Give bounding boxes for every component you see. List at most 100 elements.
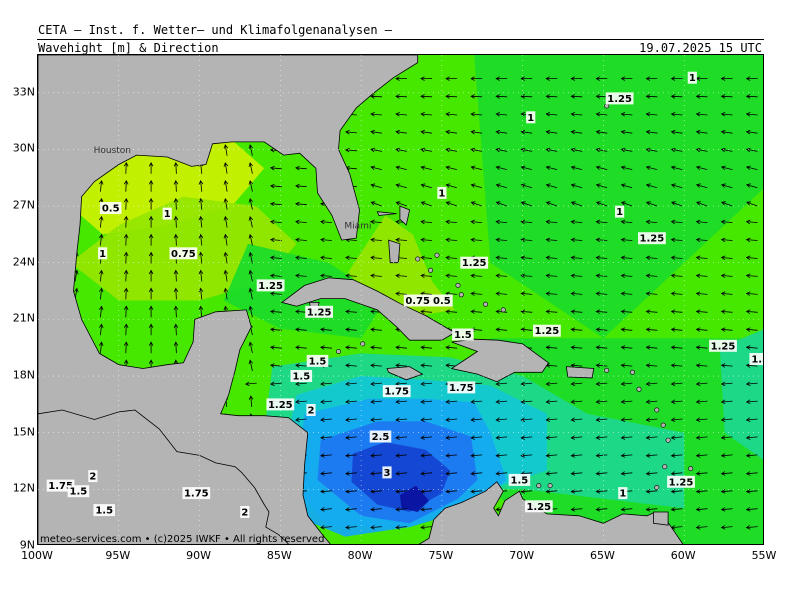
islet <box>360 341 366 347</box>
direction-arrow <box>620 435 633 440</box>
contour-label-bg <box>93 504 115 517</box>
direction-arrow <box>395 273 408 279</box>
direction-arrow <box>645 417 658 422</box>
direction-arrow <box>745 94 758 99</box>
direction-arrow <box>620 112 633 117</box>
direction-arrow <box>520 255 533 261</box>
direction-arrow <box>645 309 658 314</box>
lon-tick-label: 95W <box>105 549 131 562</box>
lat-tick-label: 9N <box>19 538 35 552</box>
direction-arrow <box>345 147 357 153</box>
direction-arrow <box>620 399 633 404</box>
islet <box>654 407 660 413</box>
direction-arrow <box>370 399 382 404</box>
direction-arrow <box>345 129 357 135</box>
direction-arrow <box>173 161 179 174</box>
direction-arrow <box>98 179 104 192</box>
direction-arrow <box>520 129 533 135</box>
direction-arrow <box>445 112 458 117</box>
direction-arrow <box>595 201 608 207</box>
direction-arrow <box>695 219 708 225</box>
direction-arrow <box>720 417 733 422</box>
direction-arrow <box>445 273 458 279</box>
direction-arrow <box>320 273 332 279</box>
direction-arrow <box>395 112 408 117</box>
contour-label-bg <box>508 473 531 486</box>
direction-arrow <box>620 309 633 314</box>
direction-arrow <box>370 183 382 189</box>
islet <box>660 422 666 428</box>
direction-arrow <box>720 507 733 512</box>
direction-arrow <box>545 255 558 261</box>
direction-arrow <box>173 197 179 210</box>
direction-arrow <box>395 129 407 135</box>
direction-arrow <box>720 309 733 314</box>
contour-label-bg <box>618 487 628 500</box>
wave-zone <box>399 485 429 512</box>
direction-arrow <box>545 417 558 422</box>
direction-arrow <box>720 76 733 81</box>
contour-label: 1.75 <box>384 387 409 398</box>
direction-arrow <box>445 76 458 81</box>
contour-label-bg <box>605 92 634 105</box>
direction-arrow <box>420 453 433 458</box>
direction-arrow <box>420 381 433 387</box>
direction-arrow <box>745 507 758 512</box>
direction-arrow <box>295 345 307 350</box>
direction-arrow <box>645 183 658 189</box>
direction-arrow <box>670 381 683 387</box>
direction-arrow <box>98 233 104 246</box>
islet <box>665 437 671 443</box>
lat-tick-label: 15N <box>12 425 35 439</box>
direction-arrow <box>695 453 708 458</box>
direction-arrow <box>370 471 382 476</box>
direction-arrow <box>148 161 154 174</box>
direction-arrow <box>248 341 254 354</box>
direction-arrow <box>295 273 307 279</box>
direction-arrow <box>570 345 583 350</box>
direction-arrow <box>595 417 608 422</box>
direction-arrow <box>173 305 179 318</box>
direction-arrow <box>695 291 708 296</box>
direction-arrow <box>470 219 483 225</box>
direction-arrow <box>370 237 382 243</box>
direction-arrow <box>745 309 758 314</box>
direction-arrow <box>395 165 407 170</box>
direction-arrow <box>420 345 433 350</box>
direction-arrow <box>695 183 708 189</box>
direction-arrow <box>223 287 229 300</box>
direction-arrow <box>148 233 154 246</box>
islet <box>688 466 694 472</box>
direction-arrow <box>123 215 129 228</box>
direction-arrow <box>745 219 758 225</box>
direction-arrow <box>595 471 608 476</box>
direction-arrow <box>445 435 458 440</box>
direction-arrow <box>98 269 104 282</box>
contour-label-bg <box>98 247 108 260</box>
direction-arrow <box>248 269 254 282</box>
direction-arrow <box>445 417 458 422</box>
contour-label-bg <box>452 328 474 341</box>
direction-arrow <box>670 94 683 99</box>
direction-arrow <box>645 345 658 350</box>
direction-arrow <box>420 94 433 99</box>
direction-arrow <box>620 273 633 279</box>
contour-label: 1.25 <box>258 281 283 292</box>
direction-arrow <box>570 399 583 404</box>
direction-arrow <box>670 291 683 296</box>
direction-arrow <box>670 112 683 117</box>
direction-arrow <box>320 417 332 422</box>
contour-label: 1.75 <box>449 383 474 394</box>
direction-arrow <box>645 381 658 387</box>
direction-arrow <box>495 381 508 387</box>
grand-bahama <box>376 211 397 216</box>
wave-map: 1 1.25 1 0.5 1 1 1 1.25 1 0.75 1.25 1.25 0.75 0.5 1.25… <box>37 54 764 545</box>
lon-tick-label: 75W <box>428 549 454 562</box>
direction-arrow <box>670 507 683 512</box>
direction-arrow <box>370 507 382 512</box>
direction-arrow <box>620 453 633 458</box>
direction-arrow <box>320 237 332 243</box>
direction-arrow <box>620 507 633 512</box>
contour-label-bg <box>533 324 561 337</box>
contour-label-bg <box>524 500 553 513</box>
